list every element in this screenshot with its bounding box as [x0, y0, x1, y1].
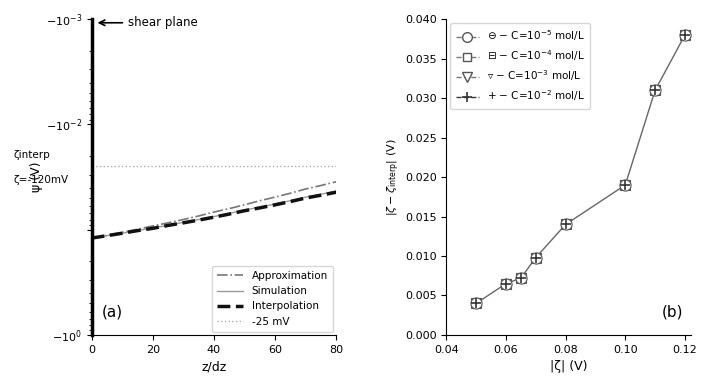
Text: shear plane: shear plane: [128, 16, 198, 29]
Approximation: [103, 233, 111, 238]
Simulation: [195, 217, 203, 222]
Approximation: [271, 195, 279, 199]
Simulation: [133, 228, 142, 233]
Simulation: [286, 198, 295, 203]
Approximation: [286, 191, 295, 196]
Approximation: [164, 221, 172, 225]
Text: (b): (b): [661, 304, 683, 319]
Interpolation: [195, 218, 203, 223]
Approximation: [87, 236, 96, 240]
Interpolation: [332, 190, 341, 194]
Interpolation: [133, 228, 142, 233]
Simulation: [118, 231, 126, 236]
Approximation: [195, 214, 203, 218]
Interpolation: [256, 206, 264, 210]
Simulation: [103, 233, 111, 238]
Interpolation: [179, 221, 188, 225]
Interpolation: [87, 236, 96, 240]
X-axis label: z/dz: z/dz: [202, 360, 226, 373]
Text: ζinterp: ζinterp: [13, 150, 50, 160]
Legend: $\ominus$ $-$ C=10$^{-5}$ mol/L, $\boxminus$ $-$ C=10$^{-4}$ mol/L, $\triangledo: $\ominus$ $-$ C=10$^{-5}$ mol/L, $\boxmi…: [450, 23, 590, 109]
Approximation: [332, 179, 341, 184]
Interpolation: [149, 226, 157, 231]
Legend: Approximation, Simulation, Interpolation, -25 mV: Approximation, Simulation, Interpolation…: [212, 266, 333, 332]
Approximation: [179, 217, 188, 222]
-25 mV: [90, 164, 99, 169]
Approximation: [317, 183, 325, 188]
Simulation: [164, 223, 172, 228]
Line: Interpolation: Interpolation: [92, 192, 336, 238]
Y-axis label: $|\zeta-\zeta_{\rm interp}|$ (V): $|\zeta-\zeta_{\rm interp}|$ (V): [386, 138, 402, 216]
Approximation: [302, 187, 310, 191]
Simulation: [149, 226, 157, 230]
Line: Simulation: Simulation: [92, 191, 336, 238]
Simulation: [87, 236, 96, 240]
Interpolation: [209, 215, 218, 219]
Simulation: [302, 195, 310, 199]
Approximation: [256, 198, 264, 203]
X-axis label: |ζ| (V): |ζ| (V): [550, 360, 587, 373]
Approximation: [225, 206, 233, 211]
Approximation: [118, 230, 126, 235]
Simulation: [332, 189, 341, 193]
Simulation: [317, 192, 325, 196]
Y-axis label: ψ (V): ψ (V): [30, 162, 43, 192]
Interpolation: [103, 233, 111, 238]
Interpolation: [240, 208, 249, 213]
Simulation: [271, 202, 279, 206]
-25 mV: [87, 164, 96, 169]
Text: (a): (a): [102, 304, 123, 319]
Approximation: [149, 224, 157, 228]
Simulation: [240, 208, 249, 213]
Interpolation: [286, 199, 295, 204]
Text: ζ=-120mV: ζ=-120mV: [13, 175, 68, 185]
Simulation: [225, 211, 233, 216]
Approximation: [240, 203, 249, 207]
Simulation: [209, 214, 218, 219]
Simulation: [179, 220, 188, 224]
Approximation: [209, 210, 218, 214]
Interpolation: [317, 193, 325, 198]
Interpolation: [302, 196, 310, 200]
Interpolation: [225, 212, 233, 216]
Line: Approximation: Approximation: [92, 182, 336, 238]
Interpolation: [164, 223, 172, 228]
Simulation: [256, 205, 264, 209]
Interpolation: [118, 231, 126, 236]
Approximation: [133, 227, 142, 231]
Interpolation: [271, 203, 279, 207]
